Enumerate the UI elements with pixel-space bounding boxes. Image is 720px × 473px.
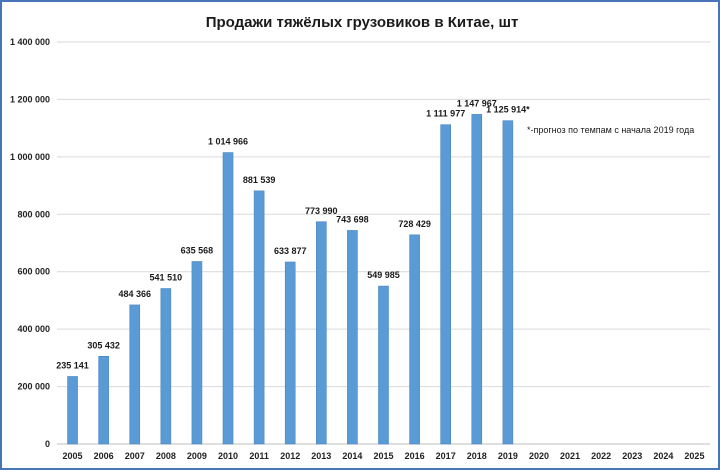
bar <box>253 190 265 445</box>
forecast-annotation: *-прогноз по темпам с начала 2019 года <box>527 125 694 135</box>
bar <box>191 261 203 445</box>
x-tick-label: 2017 <box>436 451 456 461</box>
bar <box>502 120 514 445</box>
bar-chart: Продажи тяжёлых грузовиков в Китае, шт 0… <box>10 14 710 461</box>
data-label: 881 539 <box>243 175 276 185</box>
bars-layer <box>67 114 514 445</box>
x-tick-label: 2008 <box>156 451 176 461</box>
x-tick-label: 2009 <box>187 451 207 461</box>
chart-title: Продажи тяжёлых грузовиков в Китае, шт <box>206 14 519 31</box>
y-tick-label: 1 200 000 <box>10 94 50 104</box>
x-tick-label: 2021 <box>560 451 580 461</box>
y-tick-label: 600 000 <box>17 267 50 277</box>
grid-layer: 0 200 000 400 000 600 000 800 000 1 000 000 1 … <box>10 37 710 449</box>
data-label: 1 014 966 <box>208 137 248 147</box>
bar <box>347 230 358 445</box>
x-tick-label: 2025 <box>684 451 704 461</box>
data-label: 484 366 <box>118 289 151 299</box>
y-tick-label: 0 <box>45 439 50 449</box>
x-tick-label: 2024 <box>653 451 673 461</box>
x-tick-label: 2013 <box>311 451 331 461</box>
bar <box>284 261 296 445</box>
x-axis: 2005 2006 2007 2008 2009 2010 2011 2012 2013 2014… <box>63 451 705 461</box>
x-tick-label: 2010 <box>218 451 238 461</box>
x-tick-label: 2019 <box>498 451 518 461</box>
data-label: 728 429 <box>398 219 431 229</box>
data-labels-layer: 235 141 305 432 484 366 541 510 635 568 1 014… <box>56 98 530 370</box>
data-label: 1 111 977 <box>426 109 465 119</box>
bar <box>98 355 109 445</box>
y-tick-label: 1 000 000 <box>10 152 50 162</box>
bar <box>409 234 420 445</box>
data-label: 305 432 <box>87 340 120 350</box>
data-label: 633 877 <box>274 246 307 256</box>
bar <box>378 285 389 445</box>
x-tick-label: 2016 <box>405 451 425 461</box>
bar <box>222 152 234 445</box>
x-tick-label: 2020 <box>529 451 549 461</box>
y-tick-label: 800 000 <box>17 209 50 219</box>
bar <box>67 376 78 445</box>
y-tick-label: 1 400 000 <box>10 37 50 47</box>
x-tick-label: 2006 <box>94 451 114 461</box>
bar <box>440 124 451 445</box>
data-label: 549 985 <box>367 270 400 280</box>
x-tick-label: 2011 <box>249 451 269 461</box>
data-label: 635 568 <box>181 246 214 256</box>
data-label: 773 990 <box>305 206 338 216</box>
bar <box>160 288 172 445</box>
data-label: 1 125 914* <box>486 105 530 115</box>
data-label: 541 510 <box>150 273 183 283</box>
data-label: 235 141 <box>56 360 89 370</box>
x-tick-label: 2005 <box>63 451 83 461</box>
bar <box>129 304 141 445</box>
x-tick-label: 2012 <box>280 451 300 461</box>
bar <box>316 221 327 445</box>
x-tick-label: 2018 <box>467 451 487 461</box>
x-tick-label: 2023 <box>622 451 642 461</box>
x-tick-label: 2015 <box>373 451 393 461</box>
y-tick-label: 400 000 <box>17 324 50 334</box>
data-label: 743 698 <box>336 214 369 224</box>
data-label: 1 147 967 <box>457 98 497 108</box>
x-tick-label: 2022 <box>591 451 611 461</box>
x-tick-label: 2014 <box>342 451 362 461</box>
x-tick-label: 2007 <box>125 451 145 461</box>
y-tick-label: 200 000 <box>17 382 50 392</box>
bar <box>471 114 483 445</box>
